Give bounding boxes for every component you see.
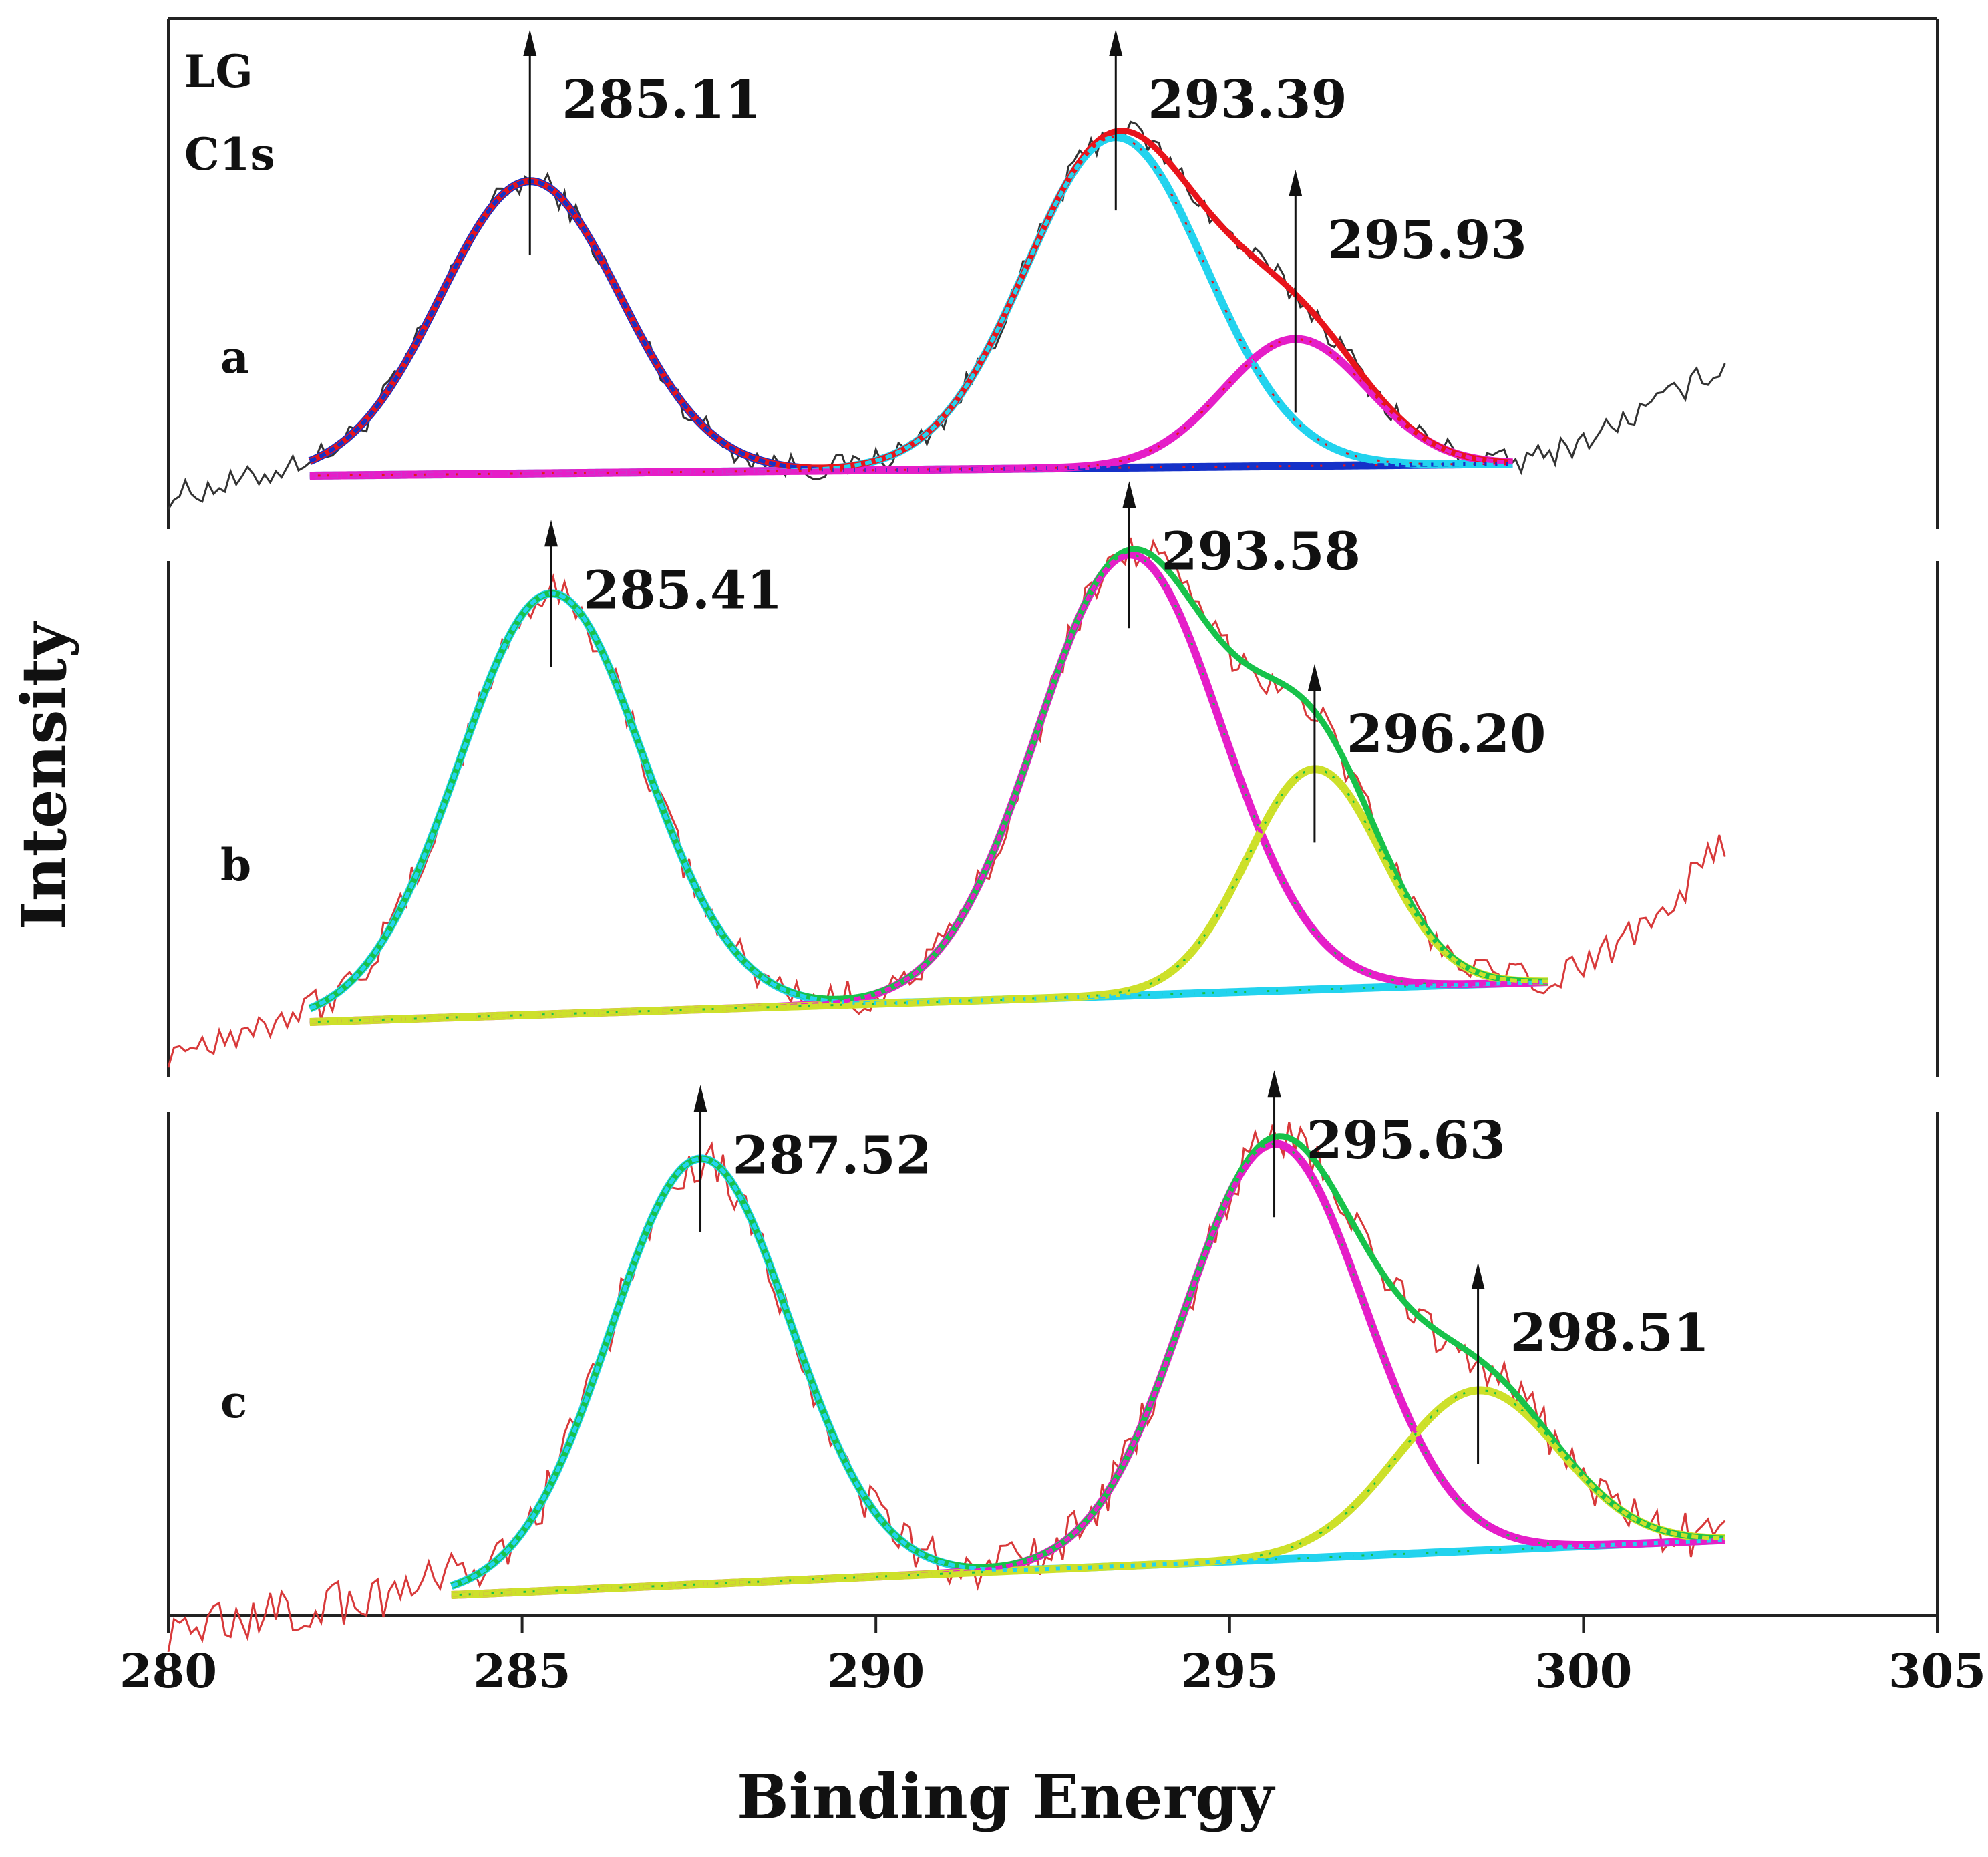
- peak-arrowhead: [1307, 664, 1321, 691]
- fit-component-dash: [309, 591, 1548, 1011]
- x-tick-label: 300: [1534, 1643, 1632, 1699]
- peak-label: 298.51: [1510, 1303, 1710, 1363]
- fit-component: [450, 1140, 1725, 1599]
- peak-label: 287.52: [733, 1125, 933, 1186]
- fit-component-dash: [450, 1156, 1725, 1588]
- fit-component-overlay: [309, 337, 1513, 477]
- x-tick-label: 280: [120, 1643, 217, 1699]
- raw-spectrum: [167, 537, 1726, 1068]
- peak-label: 293.39: [1148, 69, 1347, 130]
- panel-c: 287.52 295.63 298.51 c: [167, 1070, 1726, 1653]
- panel-letter: a: [220, 331, 249, 383]
- peak-arrowhead: [1122, 481, 1136, 508]
- fit-envelope: [309, 128, 1513, 471]
- fit-component: [309, 133, 1514, 480]
- region-label: C1s: [184, 128, 275, 180]
- peak-arrowhead: [1289, 170, 1303, 196]
- fit-component-overlay: [309, 136, 1513, 477]
- panel-letter: b: [220, 839, 251, 891]
- panel-a: 285.11 293.39 295.93 a: [167, 29, 1726, 510]
- x-tick-label: 305: [1888, 1643, 1986, 1699]
- y-axis-title: Intensity: [8, 621, 80, 930]
- peak-arrowhead: [523, 29, 537, 56]
- fit-component-overlay: [451, 1142, 1725, 1596]
- peak-label: 293.58: [1161, 521, 1361, 582]
- panel-b: 285.41 293.58 296.20 b: [167, 481, 1726, 1068]
- x-axis-ticks: 280 285 290 295 300 305: [120, 1615, 1986, 1699]
- panel-letter: c: [220, 1376, 247, 1428]
- peak-arrowhead: [693, 1085, 707, 1112]
- fit-component-overlay: [309, 592, 1548, 1010]
- peak-arrowhead: [1109, 29, 1123, 56]
- peak-arrowhead: [1267, 1070, 1281, 1098]
- fit-component-dash: [309, 767, 1548, 1024]
- plot-frame: [167, 17, 1939, 1617]
- peak-arrowhead: [544, 520, 558, 547]
- fit-envelope: [309, 546, 1548, 1011]
- x-tick-label: 295: [1181, 1643, 1279, 1699]
- peak-label: 295.63: [1307, 1110, 1506, 1171]
- fit-component-dash: [451, 1388, 1725, 1597]
- peak-label: 295.93: [1327, 210, 1527, 271]
- fit-component: [309, 335, 1514, 480]
- peak-label: 285.41: [583, 560, 783, 621]
- peak-arrowhead: [1471, 1262, 1485, 1289]
- x-tick-label: 290: [827, 1643, 925, 1699]
- fit-component-dash: [309, 337, 1513, 478]
- x-tick-label: 285: [474, 1643, 571, 1699]
- spectra-panels: 285.11 293.39295.93a285.41293.58296.20b28…: [167, 29, 1726, 1653]
- fit-component-dash: [451, 1142, 1725, 1597]
- peak-label: 285.11: [562, 69, 762, 130]
- x-axis-title: Binding Energy: [737, 1761, 1275, 1833]
- raw-spectrum: [167, 120, 1726, 510]
- fit-component-dash: [309, 135, 1513, 478]
- sample-label: LG: [184, 45, 253, 98]
- fit-component-overlay: [309, 553, 1548, 1023]
- peak-label: 296.20: [1347, 704, 1546, 765]
